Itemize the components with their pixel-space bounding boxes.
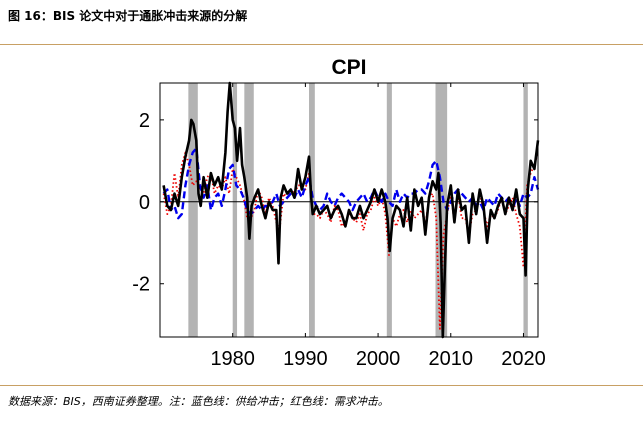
xtick-label-3: 2010: [429, 348, 474, 370]
source-divider: [0, 385, 643, 386]
chart-title: CPI: [331, 56, 366, 79]
ytick-label-2: 2: [139, 110, 150, 132]
xtick-label-0: 1980: [210, 348, 255, 370]
cpi-chart: CPI -2 0 2 1980 1990 2000 2010 2020: [132, 56, 546, 370]
ytick-label-0: -2: [132, 274, 150, 296]
source-note: 数据来源：BIS，西南证券整理。注：蓝色线：供给冲击；红色线：需求冲击。: [8, 395, 389, 408]
xtick-label-4: 2020: [501, 348, 546, 370]
series-line-solid: [162, 81, 540, 339]
series-lines: [162, 81, 540, 339]
plot-frame: [159, 82, 539, 338]
figure-title: 图 16：BIS 论文中对于通胀冲击来源的分解: [8, 9, 248, 23]
xtick-label-2: 2000: [356, 348, 401, 370]
ytick-label-1: 0: [139, 192, 150, 214]
recession-band-0: [188, 83, 198, 337]
title-divider: [0, 44, 643, 45]
recession-band-4: [386, 83, 392, 337]
xtick-label-1: 1990: [283, 348, 328, 370]
recession-band-1: [232, 83, 238, 337]
axis-ticks: -2 0 2 1980 1990 2000 2010 2020: [132, 83, 546, 370]
series-line-dotted: [162, 151, 539, 330]
